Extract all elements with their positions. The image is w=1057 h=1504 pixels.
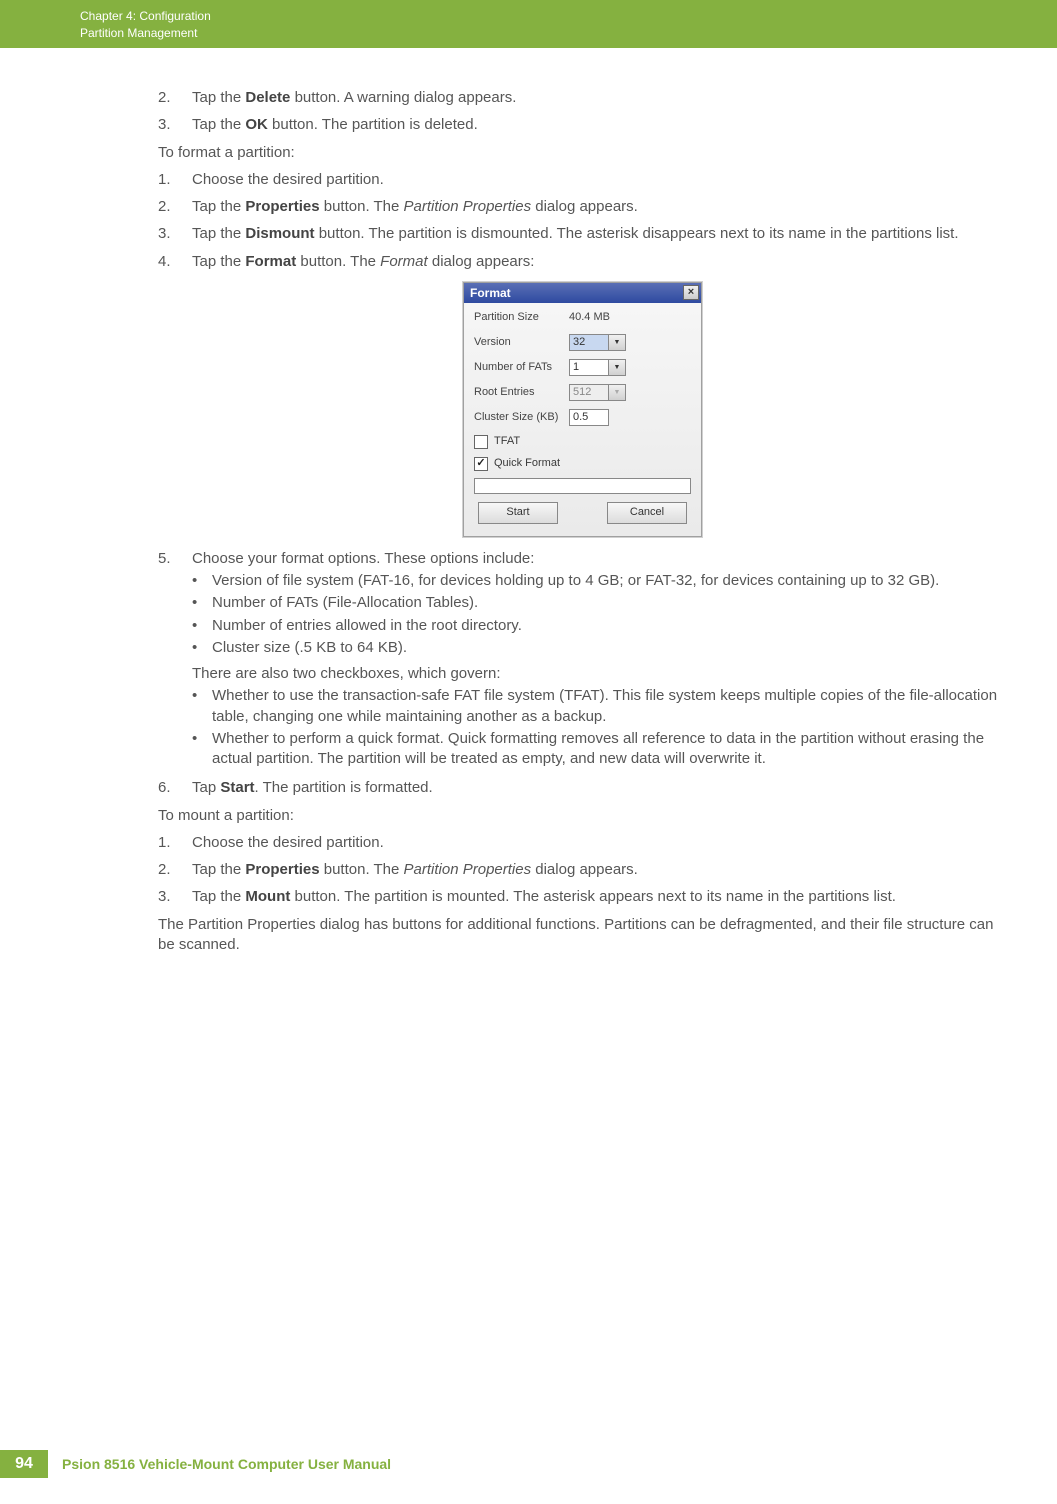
step-number: 5. xyxy=(158,549,192,772)
root-row: Root Entries 512 ▼ xyxy=(474,384,691,402)
format-intro: To format a partition: xyxy=(158,143,1007,163)
header-chapter: Chapter 4: Configuration xyxy=(80,8,1057,25)
list-item: •Number of FATs (File-Allocation Tables)… xyxy=(192,593,1007,613)
step-text: Choose the desired partition. xyxy=(192,170,1007,190)
version-select[interactable]: 32 ▼ xyxy=(569,334,626,351)
step-item: 3. Tap the Dismount button. The partitio… xyxy=(158,224,1007,244)
fats-select[interactable]: 1 ▼ xyxy=(569,359,626,376)
progress-bar xyxy=(474,478,691,494)
quick-row[interactable]: ✓ Quick Format xyxy=(474,456,691,472)
page-number: 94 xyxy=(0,1450,48,1478)
step-text: Tap the Format button. The Format dialog… xyxy=(192,252,1007,272)
list-item: •Cluster size (.5 KB to 64 KB). xyxy=(192,638,1007,658)
step-text: Tap the Mount button. The partition is m… xyxy=(192,887,1007,907)
step-number: 2. xyxy=(158,197,192,217)
list-item: •Number of entries allowed in the root d… xyxy=(192,616,1007,636)
root-value: 512 xyxy=(569,384,609,401)
step-text: Choose the desired partition. xyxy=(192,833,1007,853)
step-number: 3. xyxy=(158,224,192,244)
step-number: 2. xyxy=(158,88,192,108)
step-5: 5. Choose your format options. These opt… xyxy=(158,549,1007,799)
dialog-body: Partition Size 40.4 MB Version 32 ▼ Numb… xyxy=(464,303,701,536)
step-number: 1. xyxy=(158,833,192,853)
step5-sub: There are also two checkboxes, which gov… xyxy=(192,664,1007,684)
partition-size-value: 40.4 MB xyxy=(569,310,610,325)
step5-bullets-2: •Whether to use the transaction-safe FAT… xyxy=(192,686,1007,769)
step-text: Tap Start. The partition is formatted. xyxy=(192,778,1007,798)
step-text: Tap the Delete button. A warning dialog … xyxy=(192,88,1007,108)
version-row: Version 32 ▼ xyxy=(474,334,691,352)
step-item: 6. Tap Start. The partition is formatted… xyxy=(158,778,1007,798)
step-item: 5. Choose your format options. These opt… xyxy=(158,549,1007,772)
dialog-titlebar: Format × xyxy=(464,283,701,303)
list-item: •Whether to use the transaction-safe FAT… xyxy=(192,686,1007,727)
step-item: 2. Tap the Delete button. A warning dial… xyxy=(158,88,1007,108)
list-item: •Version of file system (FAT-16, for dev… xyxy=(192,571,1007,591)
step-item: 2. Tap the Properties button. The Partit… xyxy=(158,860,1007,880)
cluster-row: Cluster Size (KB) 0.5 xyxy=(474,409,691,427)
step5-bullets-1: •Version of file system (FAT-16, for dev… xyxy=(192,571,1007,658)
page-header: Chapter 4: Configuration Partition Manag… xyxy=(0,0,1057,48)
step-item: 3. Tap the Mount button. The partition i… xyxy=(158,887,1007,907)
step-item: 1. Choose the desired partition. xyxy=(158,170,1007,190)
chevron-down-icon: ▼ xyxy=(609,334,626,351)
partition-size-row: Partition Size 40.4 MB xyxy=(474,309,691,327)
fats-value: 1 xyxy=(569,359,609,376)
quick-checkbox[interactable]: ✓ xyxy=(474,457,488,471)
step-text: Choose your format options. These option… xyxy=(192,549,1007,772)
list-item: •Whether to perform a quick format. Quic… xyxy=(192,729,1007,770)
chevron-down-icon: ▼ xyxy=(609,359,626,376)
dialog-title: Format xyxy=(470,285,511,301)
step-number: 3. xyxy=(158,115,192,135)
step-item: 2. Tap the Properties button. The Partit… xyxy=(158,197,1007,217)
step-text: Tap the Properties button. The Partition… xyxy=(192,197,1007,217)
closing-text: The Partition Properties dialog has butt… xyxy=(158,915,1007,956)
step-number: 2. xyxy=(158,860,192,880)
dialog-button-row: Start Cancel xyxy=(474,502,691,532)
partition-size-label: Partition Size xyxy=(474,310,569,325)
header-section: Partition Management xyxy=(80,25,1057,42)
step-text: Tap the Properties button. The Partition… xyxy=(192,860,1007,880)
step5-lead: Choose your format options. These option… xyxy=(192,550,534,567)
version-label: Version xyxy=(474,335,569,350)
step-number: 1. xyxy=(158,170,192,190)
fats-label: Number of FATs xyxy=(474,360,569,375)
step-item: 1. Choose the desired partition. xyxy=(158,833,1007,853)
tfat-checkbox[interactable] xyxy=(474,435,488,449)
step-number: 4. xyxy=(158,252,192,272)
step-item: 3. Tap the OK button. The partition is d… xyxy=(158,115,1007,135)
step-number: 6. xyxy=(158,778,192,798)
step-text: Tap the OK button. The partition is dele… xyxy=(192,115,1007,135)
root-label: Root Entries xyxy=(474,385,569,400)
chevron-down-icon: ▼ xyxy=(609,384,626,401)
cancel-button[interactable]: Cancel xyxy=(607,502,687,524)
fats-row: Number of FATs 1 ▼ xyxy=(474,359,691,377)
tfat-label: TFAT xyxy=(494,434,520,449)
tfat-row[interactable]: TFAT xyxy=(474,434,691,450)
step-number: 3. xyxy=(158,887,192,907)
version-value: 32 xyxy=(569,334,609,351)
start-button[interactable]: Start xyxy=(478,502,558,524)
steps-mount: 1. Choose the desired partition. 2. Tap … xyxy=(158,833,1007,908)
format-dialog: Format × Partition Size 40.4 MB Version … xyxy=(463,282,702,537)
format-dialog-screenshot: Format × Partition Size 40.4 MB Version … xyxy=(158,282,1007,537)
cluster-label: Cluster Size (KB) xyxy=(474,410,569,425)
step-text: Tap the Dismount button. The partition i… xyxy=(192,224,1007,244)
quick-label: Quick Format xyxy=(494,456,560,471)
footer-title: Psion 8516 Vehicle-Mount Computer User M… xyxy=(62,1456,391,1472)
steps-delete: 2. Tap the Delete button. A warning dial… xyxy=(158,88,1007,136)
close-icon[interactable]: × xyxy=(683,285,699,300)
step-item: 4. Tap the Format button. The Format dia… xyxy=(158,252,1007,272)
mount-intro: To mount a partition: xyxy=(158,806,1007,826)
cluster-input[interactable]: 0.5 xyxy=(569,409,609,426)
page-footer: 94 Psion 8516 Vehicle-Mount Computer Use… xyxy=(0,1450,391,1478)
steps-format: 1. Choose the desired partition. 2. Tap … xyxy=(158,170,1007,272)
page-content: 2. Tap the Delete button. A warning dial… xyxy=(0,48,1057,955)
root-select: 512 ▼ xyxy=(569,384,626,401)
